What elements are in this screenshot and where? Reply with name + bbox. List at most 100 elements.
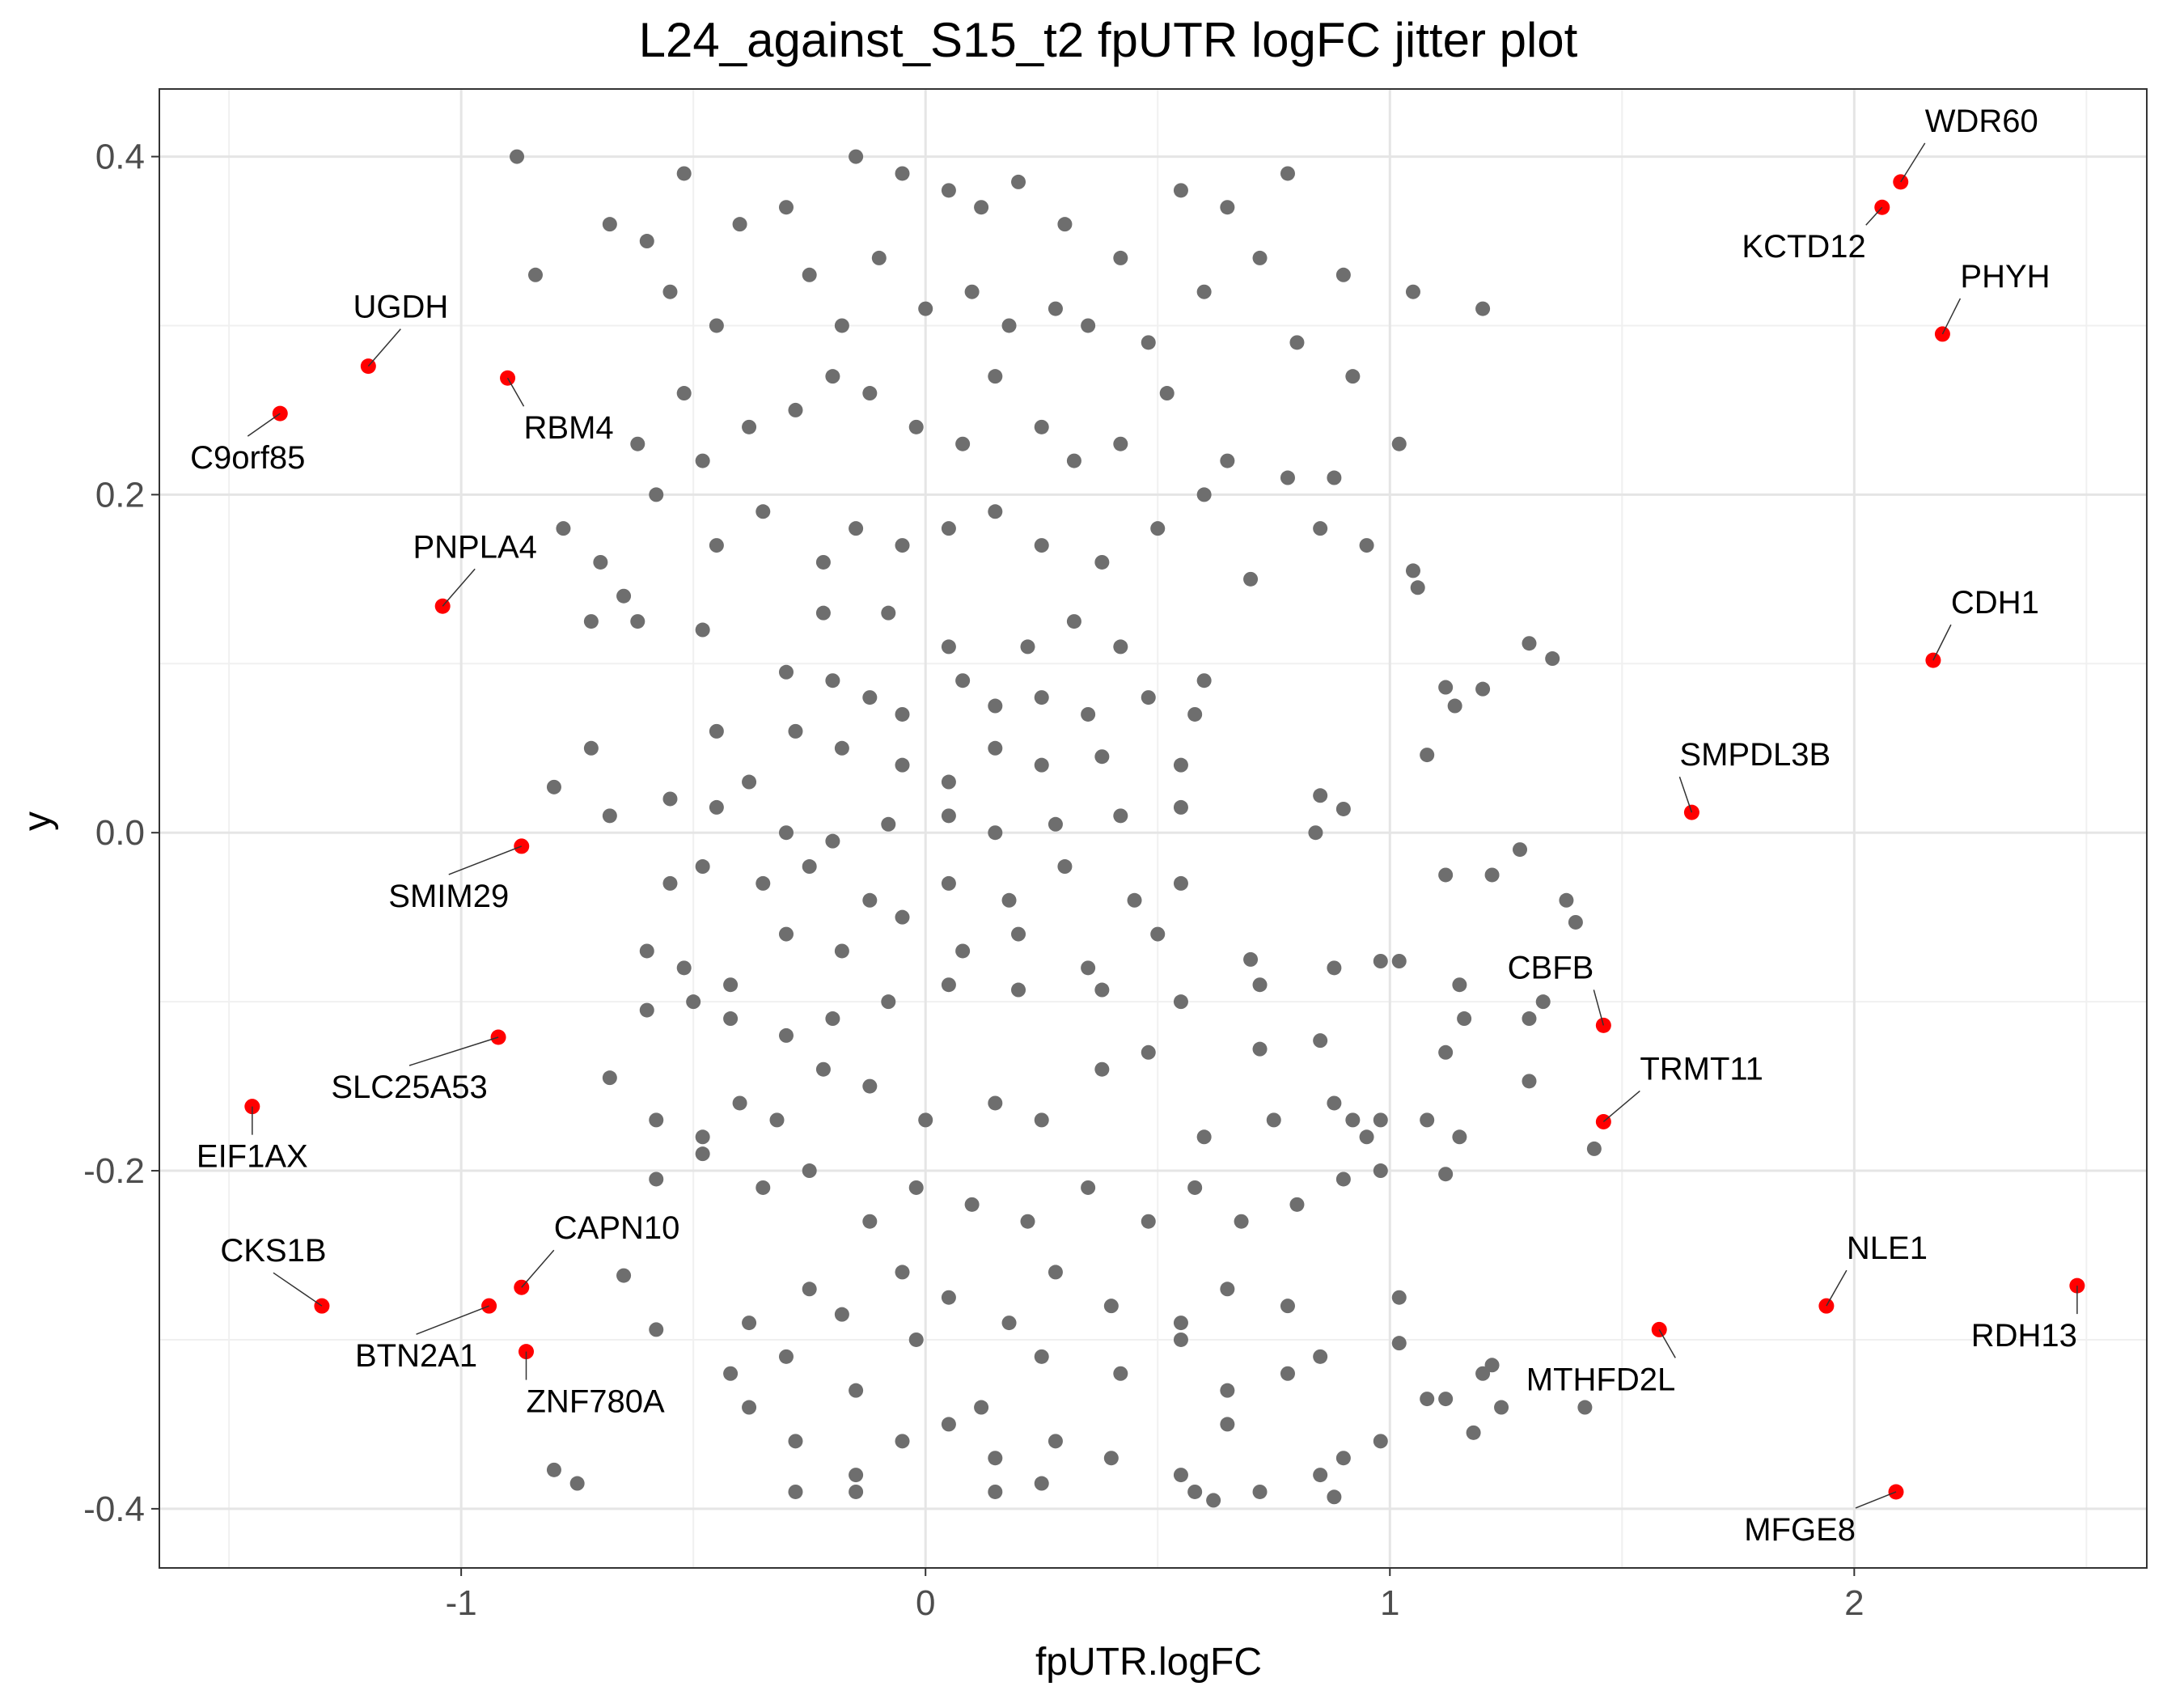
data-point (1081, 960, 1096, 976)
data-point (1187, 1180, 1203, 1195)
data-point (1057, 859, 1073, 875)
data-point (862, 892, 878, 908)
data-point (1513, 842, 1528, 858)
data-point (1457, 1011, 1472, 1027)
data-point (1034, 690, 1049, 705)
data-point (1048, 816, 1063, 832)
data-point (593, 554, 608, 570)
data-point (849, 521, 864, 536)
data-point (639, 1002, 654, 1018)
data-point (815, 605, 831, 621)
data-point (1196, 673, 1212, 688)
data-point (676, 166, 692, 181)
data-point (723, 1011, 739, 1027)
data-point (510, 149, 525, 164)
data-point (1187, 706, 1203, 722)
data-point (1066, 614, 1081, 629)
data-point (1127, 892, 1142, 908)
point-label: MFGE8 (1744, 1512, 1856, 1548)
plot-panel (159, 89, 2147, 1568)
data-point (1335, 1451, 1351, 1466)
label-leader-line (1678, 776, 1693, 813)
data-point (709, 538, 724, 553)
label-leader-line (416, 1305, 489, 1335)
data-point (1048, 301, 1063, 316)
data-point (1475, 301, 1491, 316)
data-point (988, 698, 1003, 714)
data-point (1568, 914, 1583, 930)
label-leader-line (448, 845, 523, 875)
point-label: CKS1B (220, 1233, 326, 1269)
point-label: TRMT11 (1640, 1051, 1763, 1087)
data-point (1420, 748, 1435, 763)
data-point (1438, 1392, 1454, 1407)
data-point (1048, 1265, 1063, 1280)
y-tick-label: 0.2 (95, 475, 145, 515)
data-point (583, 614, 599, 629)
data-point (825, 1011, 840, 1027)
data-point (583, 740, 599, 756)
data-point (1173, 183, 1188, 198)
data-point (895, 1265, 910, 1280)
data-point (742, 1316, 757, 1331)
data-point (1034, 1112, 1049, 1128)
data-point (1438, 1044, 1454, 1060)
data-point (974, 200, 989, 215)
data-point (778, 926, 794, 942)
data-point (1243, 571, 1259, 587)
data-point (649, 1322, 664, 1337)
x-tick-label: -1 (446, 1583, 477, 1623)
data-point (941, 977, 956, 993)
data-point (1391, 436, 1407, 451)
data-point (849, 1484, 864, 1499)
data-point (1335, 801, 1351, 816)
data-point (1034, 538, 1049, 553)
data-point (1011, 982, 1026, 998)
data-point (639, 943, 654, 959)
data-point (1141, 1214, 1156, 1229)
data-point (1522, 1011, 1537, 1027)
data-point (1173, 1332, 1188, 1347)
data-point (1196, 1129, 1212, 1145)
data-point (546, 779, 561, 794)
point-label: MTHFD2L (1526, 1362, 1675, 1397)
data-point (1206, 1493, 1221, 1508)
data-point (825, 673, 840, 688)
data-point (756, 1180, 771, 1195)
data-point (695, 859, 710, 875)
label-leader-line (367, 328, 401, 367)
point-label: CDH1 (1951, 585, 2039, 621)
data-point (778, 1027, 794, 1043)
data-point (569, 1476, 585, 1491)
data-point (1266, 1112, 1281, 1128)
x-tick-label: 2 (1844, 1583, 1864, 1623)
data-point (1113, 436, 1128, 451)
data-point (1545, 651, 1560, 667)
data-point (815, 554, 831, 570)
data-point (630, 436, 645, 451)
data-point (616, 1268, 632, 1283)
data-point (862, 386, 878, 401)
data-point (756, 504, 771, 519)
data-point (941, 639, 956, 655)
data-point (1289, 1197, 1305, 1212)
data-point (1447, 698, 1462, 714)
data-point (1308, 825, 1323, 841)
data-point (918, 301, 933, 316)
data-point (988, 1484, 1003, 1499)
data-point (1141, 690, 1156, 705)
data-point (1173, 799, 1188, 815)
data-point (955, 673, 971, 688)
data-point (1001, 892, 1017, 908)
data-point (1313, 788, 1328, 803)
data-point (1466, 1425, 1481, 1440)
data-point (616, 588, 632, 604)
label-leader-line (1932, 624, 1952, 661)
data-point (1535, 994, 1551, 1010)
data-point (1094, 982, 1110, 998)
data-point (1252, 1484, 1268, 1499)
data-point (1141, 1044, 1156, 1060)
panel-border (159, 88, 2148, 1569)
data-point (723, 977, 739, 993)
data-point (1150, 521, 1166, 536)
